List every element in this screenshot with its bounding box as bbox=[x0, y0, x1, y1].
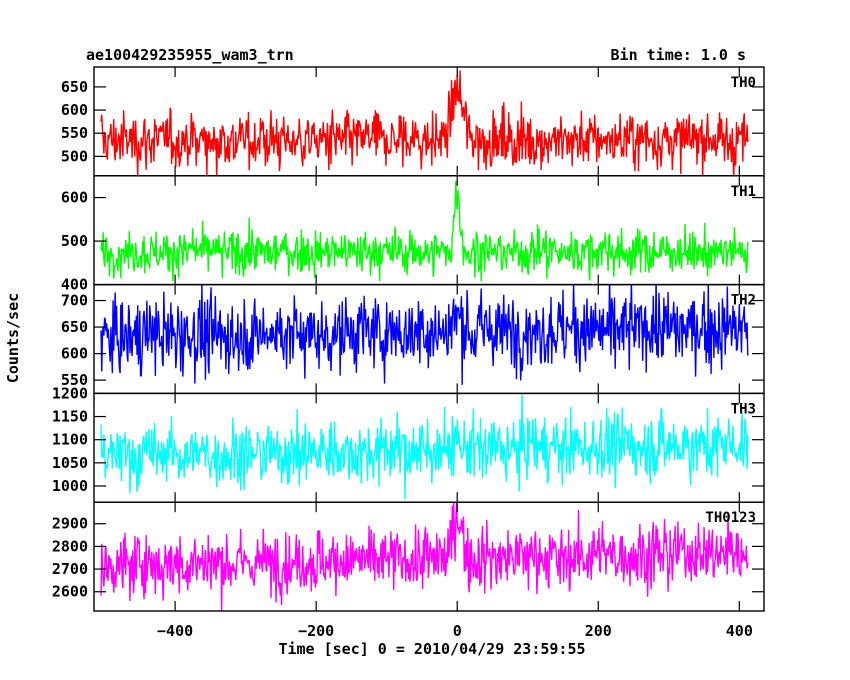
y-axis-title: Counts/sec bbox=[4, 293, 22, 383]
x-tick-label: −400 bbox=[157, 622, 193, 640]
y-tick-label: 1050 bbox=[52, 454, 88, 472]
panel-label-th2: TH2 bbox=[731, 293, 756, 309]
panel-th2: 550 600 650 700 TH2 bbox=[61, 283, 765, 395]
panel-frame bbox=[93, 66, 765, 177]
y-tick-label: 2700 bbox=[52, 560, 88, 578]
panel-frame bbox=[93, 501, 765, 612]
panel-label-th3: TH3 bbox=[731, 401, 756, 417]
x-tick-label: −200 bbox=[298, 622, 334, 640]
x-tick-label: 400 bbox=[726, 622, 753, 640]
x-tick-label: 200 bbox=[585, 622, 612, 640]
y-tick-label: 1100 bbox=[52, 431, 88, 449]
y-tick-label: 1150 bbox=[52, 408, 88, 426]
y-tick-label: 1000 bbox=[52, 477, 88, 495]
series-line-th1 bbox=[100, 180, 749, 282]
series-line-th0123 bbox=[100, 502, 749, 612]
panel-th1: 400 500 600 TH1 bbox=[61, 175, 765, 294]
y-tick-label: 550 bbox=[61, 124, 88, 142]
panel-label-th0: TH0 bbox=[731, 75, 756, 91]
y-tick-label: 600 bbox=[61, 101, 88, 119]
y-tick-label: 1200 bbox=[52, 384, 88, 402]
y-tick-label: 600 bbox=[61, 345, 88, 363]
y-tick-label: 2800 bbox=[52, 537, 88, 555]
panel-label-th1: TH1 bbox=[731, 184, 756, 200]
panel-th0123: 2600 2700 2800 2900 TH0123 bbox=[52, 501, 765, 612]
y-tick-label: 400 bbox=[61, 276, 88, 294]
y-tick-label: 600 bbox=[61, 189, 88, 207]
panel-frame bbox=[93, 175, 765, 286]
y-tick-label: 700 bbox=[61, 292, 88, 310]
x-axis-title: Time [sec] 0 = 2010/04/29 23:59:55 bbox=[278, 640, 585, 658]
series-line-th3 bbox=[100, 393, 749, 500]
y-tick-label: 650 bbox=[61, 318, 88, 336]
panels: 500 550 600 650 TH0 400 500 600 TH1 550 600 650 700 T… bbox=[52, 66, 765, 640]
series-line-th2 bbox=[100, 284, 749, 385]
bin-time-label: Bin time: 1.0 s bbox=[611, 46, 746, 64]
panel-th0: 500 550 600 650 TH0 bbox=[61, 66, 765, 177]
y-tick-label: 500 bbox=[61, 232, 88, 250]
y-tick-label: 650 bbox=[61, 78, 88, 96]
y-tick-label: 550 bbox=[61, 371, 88, 389]
panel-label-th0123: TH0123 bbox=[705, 510, 756, 526]
y-tick-label: 2600 bbox=[52, 583, 88, 601]
chart-title: ae100429235955_wam3_trn bbox=[86, 46, 294, 64]
series-line-th0 bbox=[100, 70, 749, 176]
y-tick-label: 2900 bbox=[52, 515, 88, 533]
x-tick-label: 0 bbox=[453, 622, 462, 640]
y-tick-label: 500 bbox=[61, 147, 88, 165]
panel-th3: 1000 1050 1100 1150 1200 TH3 bbox=[52, 384, 765, 503]
